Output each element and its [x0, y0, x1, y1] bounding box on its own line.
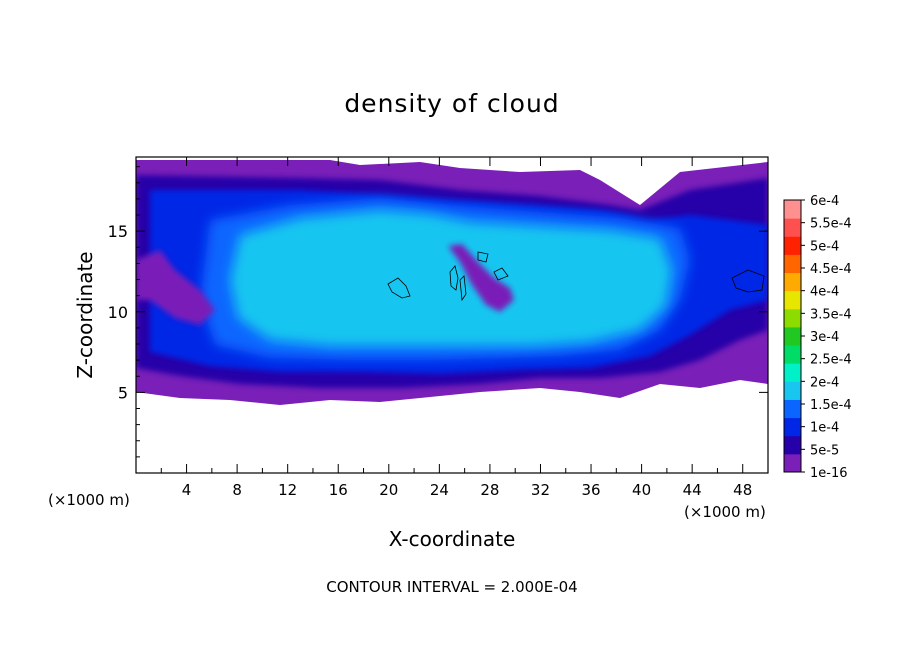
- x-tick-label: 16: [329, 481, 348, 499]
- colorbar-label: 6e-4: [810, 194, 839, 209]
- colorbar-label: 1.5e-4: [810, 398, 852, 413]
- density-core-cyan: [230, 210, 672, 346]
- colorbar-swatch: [784, 236, 801, 255]
- colorbar-label: 1e-4: [810, 421, 839, 436]
- x-tick-label: 8: [232, 481, 242, 499]
- x-tick-label: 40: [632, 481, 651, 499]
- colorbar-swatch: [784, 272, 801, 292]
- y-tick-label: 5: [118, 383, 128, 402]
- chart-title: density of cloud: [344, 89, 559, 118]
- x-unit-right: (×1000 m): [684, 503, 766, 521]
- colorbar-label: 3e-4: [810, 330, 839, 345]
- colorbar-label: 2e-4: [810, 375, 839, 390]
- density-field: [136, 160, 768, 405]
- colorbar-swatch: [784, 399, 801, 419]
- colorbar-swatch: [784, 381, 801, 400]
- x-axis-label: X-coordinate: [389, 527, 516, 551]
- y-axis-ticks: 5 10 15: [108, 166, 768, 458]
- x-tick-label: 36: [581, 481, 600, 499]
- x-tick-label: 32: [531, 481, 550, 499]
- colorbar-swatch: [784, 308, 801, 328]
- x-unit-left: (×1000 m): [48, 491, 130, 509]
- colorbar-swatch: [784, 363, 801, 382]
- x-tick-label: 44: [683, 481, 702, 499]
- density-intrusion: [448, 244, 514, 312]
- plot-frame: [135, 156, 769, 474]
- colorbar-label: 4e-4: [810, 285, 839, 300]
- colorbar-label: 5e-4: [810, 239, 839, 254]
- colorbar: 1e-16 5e-5 1e-4 1.5e-4 2e-4 2.5e-4 3e-4 3.5e-4 4…: [783, 194, 852, 481]
- y-tick-label: 10: [108, 303, 128, 322]
- y-tick-label: 15: [108, 222, 128, 241]
- colorbar-swatch: [784, 218, 801, 237]
- x-tick-label: 28: [480, 481, 499, 499]
- x-tick-label: 24: [430, 481, 449, 499]
- colorbar-swatch: [784, 453, 801, 473]
- colorbar-swatch: [784, 290, 801, 310]
- density-intrusion-left: [136, 250, 215, 325]
- colorbar-label: 3.5e-4: [810, 307, 852, 322]
- x-tick-label: 12: [278, 481, 297, 499]
- colorbar-swatch: [784, 417, 801, 437]
- contour-interval-note: CONTOUR INTERVAL = 2.000E-04: [326, 578, 577, 596]
- colorbar-label: 2.5e-4: [810, 353, 852, 368]
- y-axis-label: Z-coordinate: [73, 251, 97, 378]
- colorbar-swatch: [784, 326, 801, 346]
- x-axis-ticks: 4 8 12 16 20 24 28 32 36 40 44 48: [160, 157, 752, 499]
- colorbar-label: 4.5e-4: [810, 262, 852, 277]
- colorbar-swatch: [784, 200, 801, 219]
- colorbar-swatch: [784, 345, 801, 364]
- colorbar-swatch: [784, 254, 801, 274]
- colorbar-label: 5e-5: [810, 443, 839, 458]
- colorbar-swatch: [784, 435, 801, 455]
- colorbar-label: 5.5e-4: [810, 217, 852, 232]
- x-tick-label: 20: [379, 481, 398, 499]
- x-tick-label: 48: [733, 481, 752, 499]
- colorbar-label: 1e-16: [810, 466, 848, 481]
- contour-lines: [387, 251, 765, 302]
- x-tick-label: 4: [182, 481, 192, 499]
